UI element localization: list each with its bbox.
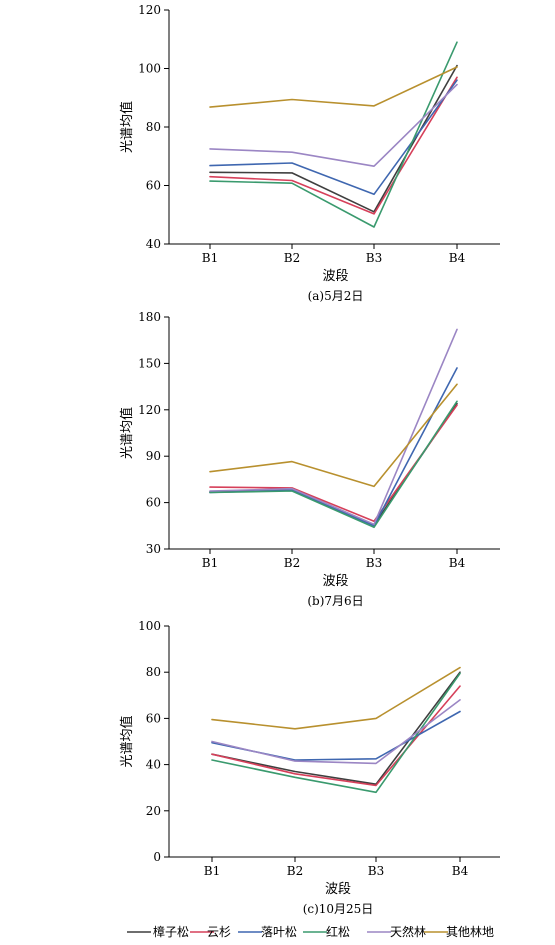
x-axis-title: 波段 xyxy=(322,269,348,284)
series-line-1 xyxy=(209,64,458,213)
y-tick-label: 30 xyxy=(146,542,161,556)
series-line-6 xyxy=(209,66,458,108)
x-tick-label: B1 xyxy=(202,556,218,570)
chart-panel-1: 40 60 80 100 120 B1 B2 B3 B4 波段 光谱均值 (a)5月2日 xyxy=(119,3,500,303)
series-line-3 xyxy=(209,367,458,527)
legend-label: 天然林 xyxy=(390,924,426,939)
x-tick-label: B4 xyxy=(449,556,466,570)
x-tick-label: B4 xyxy=(452,864,469,878)
y-axis-title: 光谱均值 xyxy=(119,715,135,767)
series-line-6 xyxy=(211,666,461,730)
y-tick-label: 90 xyxy=(146,449,161,463)
y-tick-label: 180 xyxy=(138,310,161,324)
legend-item: 落叶松 xyxy=(238,925,297,939)
x-tick-label: B2 xyxy=(287,864,303,878)
series-line-2 xyxy=(209,76,458,215)
legend-label: 红松 xyxy=(326,924,350,939)
y-tick-label: 0 xyxy=(153,850,161,864)
panel-caption: (c)10月25日 xyxy=(303,902,374,916)
legend-item: 云杉 xyxy=(190,925,231,939)
y-tick-label: 20 xyxy=(146,804,161,818)
panel-caption: (b)7月6日 xyxy=(307,594,363,608)
legend: 樟子松 云杉 落叶松 红松 天然林 其他林地 xyxy=(127,924,494,939)
x-axis-title: 波段 xyxy=(325,882,351,897)
series-line-3 xyxy=(209,79,458,196)
x-tick-label: B4 xyxy=(449,251,466,265)
x-tick-label: B3 xyxy=(368,864,384,878)
x-tick-label: B1 xyxy=(204,864,220,878)
legend-label: 落叶松 xyxy=(261,925,297,939)
y-tick-label: 40 xyxy=(146,237,161,251)
legend-item: 其他林地 xyxy=(424,925,494,939)
series-line-4 xyxy=(211,672,461,794)
x-tick-label: B3 xyxy=(366,556,382,570)
y-tick-label: 100 xyxy=(138,619,161,633)
series-line-4 xyxy=(209,400,458,529)
series-line-3 xyxy=(211,710,461,761)
y-tick-label: 40 xyxy=(146,758,161,772)
legend-item: 红松 xyxy=(303,924,350,939)
x-tick-label: B3 xyxy=(366,251,382,265)
x-tick-label: B2 xyxy=(284,556,300,570)
panel-caption: (a)5月2日 xyxy=(308,289,364,303)
y-tick-label: 80 xyxy=(146,120,161,134)
y-tick-label: 150 xyxy=(138,356,161,370)
y-tick-label: 60 xyxy=(146,711,161,725)
y-tick-label: 60 xyxy=(146,496,161,510)
y-axis-title: 光谱均值 xyxy=(119,407,135,459)
legend-label: 其他林地 xyxy=(446,925,494,939)
y-tick-label: 80 xyxy=(146,665,161,679)
x-axis-title: 波段 xyxy=(322,574,348,589)
series-line-4 xyxy=(209,41,458,228)
legend-item: 樟子松 xyxy=(127,924,189,939)
legend-item: 天然林 xyxy=(367,924,426,939)
series-line-2 xyxy=(211,685,461,787)
series-line-5 xyxy=(209,83,458,167)
legend-label: 樟子松 xyxy=(153,924,189,939)
y-tick-label: 120 xyxy=(138,403,161,417)
chart-panel-2: 30 60 90 120 150 180 B1 B2 B3 B4 波段 光谱均值 (b)7月6日 xyxy=(119,310,500,608)
series-line-5 xyxy=(209,328,458,526)
y-tick-label: 60 xyxy=(146,179,161,193)
series-line-1 xyxy=(211,671,461,786)
series-line-5 xyxy=(211,699,461,765)
series-line-6 xyxy=(209,383,458,488)
y-tick-label: 120 xyxy=(138,3,161,17)
y-tick-label: 100 xyxy=(138,62,161,76)
series-line-2 xyxy=(209,404,458,523)
x-tick-label: B2 xyxy=(284,251,300,265)
x-tick-label: B1 xyxy=(202,251,218,265)
chart-panel-3: 0 20 40 60 80 100 B1 B2 B3 B4 波段 光谱均值 (c)10月25日 xyxy=(119,619,500,916)
legend-label: 云杉 xyxy=(207,925,231,939)
y-axis-title: 光谱均值 xyxy=(119,101,135,153)
